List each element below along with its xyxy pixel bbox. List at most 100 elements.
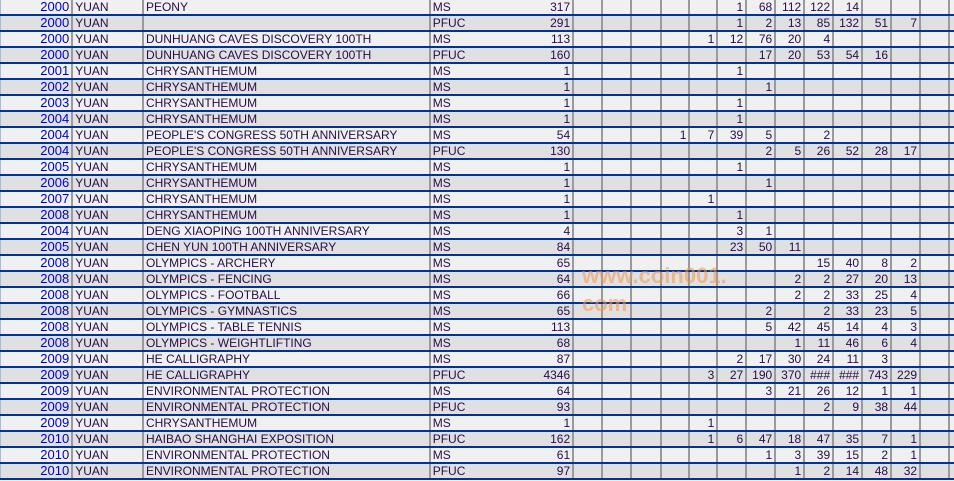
grade-cell (920, 383, 950, 400)
table-row: 2004 YUAN PEOPLE'S CONGRESS 50TH ANNIVERSA… (0, 143, 954, 160)
name-cell: PEOPLE'S CONGRESS 50TH ANNIVERSARY (142, 143, 431, 160)
grade-cell (573, 175, 603, 192)
year-link[interactable]: 2009 (0, 399, 74, 416)
grade-cell (746, 255, 777, 272)
year-link[interactable]: 2004 (0, 127, 74, 144)
grade-cell (920, 207, 950, 224)
grade-cell (601, 351, 632, 368)
grade-cell: 68 (746, 0, 777, 16)
grade-cell (660, 159, 691, 176)
grade-cell (660, 367, 691, 384)
grade-cell (717, 463, 748, 480)
total-cell: 87 (501, 351, 575, 368)
grade-cell: 48 (862, 463, 893, 480)
table-row: 2003 YUAN CHRYSANTHEMUM MS 1 1 (0, 95, 954, 112)
type-cell: PFUC (429, 15, 502, 32)
filler-cell (948, 0, 954, 16)
year-link[interactable]: 2004 (0, 223, 74, 240)
year-link[interactable]: 2000 (0, 15, 74, 32)
table-row: 2000 YUAN DUNHUANG CAVES DISCOVERY 100TH MS… (0, 31, 954, 48)
year-link[interactable]: 2010 (0, 463, 74, 480)
currency-cell: YUAN (72, 447, 144, 464)
year-link[interactable]: 2009 (0, 367, 74, 384)
grade-cell: 47 (746, 431, 777, 448)
filler-cell (948, 399, 954, 416)
grade-cell: 46 (833, 335, 864, 352)
currency-cell: YUAN (72, 111, 144, 128)
year-link[interactable]: 2000 (0, 47, 74, 64)
year-link[interactable]: 2004 (0, 111, 74, 128)
type-cell: MS (429, 191, 502, 208)
name-cell: HAIBAO SHANGHAI EXPOSITION (142, 431, 431, 448)
grade-cell (833, 159, 864, 176)
table-row: 2009 YUAN ENVIRONMENTAL PROTECTION PFUC 93 2 9… (0, 399, 954, 416)
grade-cell (573, 383, 603, 400)
year-link[interactable]: 2002 (0, 79, 74, 96)
type-cell: MS (429, 63, 502, 80)
grade-cell (601, 383, 632, 400)
year-link[interactable]: 2003 (0, 95, 74, 112)
year-link[interactable]: 2000 (0, 31, 74, 48)
grade-cell (601, 207, 632, 224)
name-cell: CHRYSANTHEMUM (142, 159, 431, 176)
grade-cell (660, 463, 691, 480)
grade-cell (717, 143, 748, 160)
year-link[interactable]: 2005 (0, 159, 74, 176)
year-link[interactable]: 2004 (0, 143, 74, 160)
grade-cell (573, 319, 603, 336)
year-link[interactable]: 2008 (0, 319, 74, 336)
currency-cell: YUAN (72, 63, 144, 80)
grade-cell (746, 159, 777, 176)
filler-cell (948, 415, 954, 432)
grade-cell (775, 127, 806, 144)
year-link[interactable]: 2009 (0, 383, 74, 400)
grade-cell: 2 (717, 351, 748, 368)
currency-cell: YUAN (72, 47, 144, 64)
grade-cell (920, 159, 950, 176)
year-link[interactable]: 2008 (0, 271, 74, 288)
grade-cell (630, 303, 662, 320)
table-row: 2008 YUAN OLYMPICS - TABLE TENNIS MS 113 5 42 4… (0, 319, 954, 336)
grade-cell (717, 255, 748, 272)
grade-cell: 42 (775, 319, 806, 336)
grade-cell (920, 79, 950, 96)
filler-cell (948, 319, 954, 336)
year-link[interactable]: 2010 (0, 431, 74, 448)
grade-cell (746, 95, 777, 112)
name-cell: OLYMPICS - FENCING (142, 271, 431, 288)
grade-cell (833, 415, 864, 432)
year-link[interactable]: 2008 (0, 303, 74, 320)
grade-cell (920, 287, 950, 304)
year-link[interactable]: 2007 (0, 191, 74, 208)
year-link[interactable]: 2009 (0, 415, 74, 432)
year-link[interactable]: 2008 (0, 335, 74, 352)
year-link[interactable]: 2001 (0, 63, 74, 80)
year-link[interactable]: 2010 (0, 447, 74, 464)
grade-cell (660, 111, 691, 128)
year-link[interactable]: 2000 (0, 0, 74, 16)
grade-cell (573, 351, 603, 368)
grade-cell: 3 (746, 383, 777, 400)
year-link[interactable]: 2009 (0, 351, 74, 368)
table-row: 2001 YUAN CHRYSANTHEMUM MS 1 1 (0, 63, 954, 80)
year-link[interactable]: 2008 (0, 287, 74, 304)
year-link[interactable]: 2005 (0, 239, 74, 256)
grade-cell (660, 191, 691, 208)
grade-cell: 1 (891, 383, 922, 400)
grade-cell: 11 (833, 351, 864, 368)
grade-cell: 47 (804, 431, 835, 448)
year-link[interactable]: 2008 (0, 207, 74, 224)
total-cell: 68 (501, 335, 575, 352)
currency-cell: YUAN (72, 159, 144, 176)
year-link[interactable]: 2008 (0, 255, 74, 272)
grade-cell: 1 (717, 63, 748, 80)
year-link[interactable]: 2006 (0, 175, 74, 192)
total-cell: 4 (501, 223, 575, 240)
grade-cell: 1 (717, 207, 748, 224)
grade-cell (630, 191, 662, 208)
grade-cell (573, 447, 603, 464)
grade-cell (891, 191, 922, 208)
total-cell: 1 (501, 95, 575, 112)
grade-cell (660, 207, 691, 224)
grade-cell (630, 319, 662, 336)
